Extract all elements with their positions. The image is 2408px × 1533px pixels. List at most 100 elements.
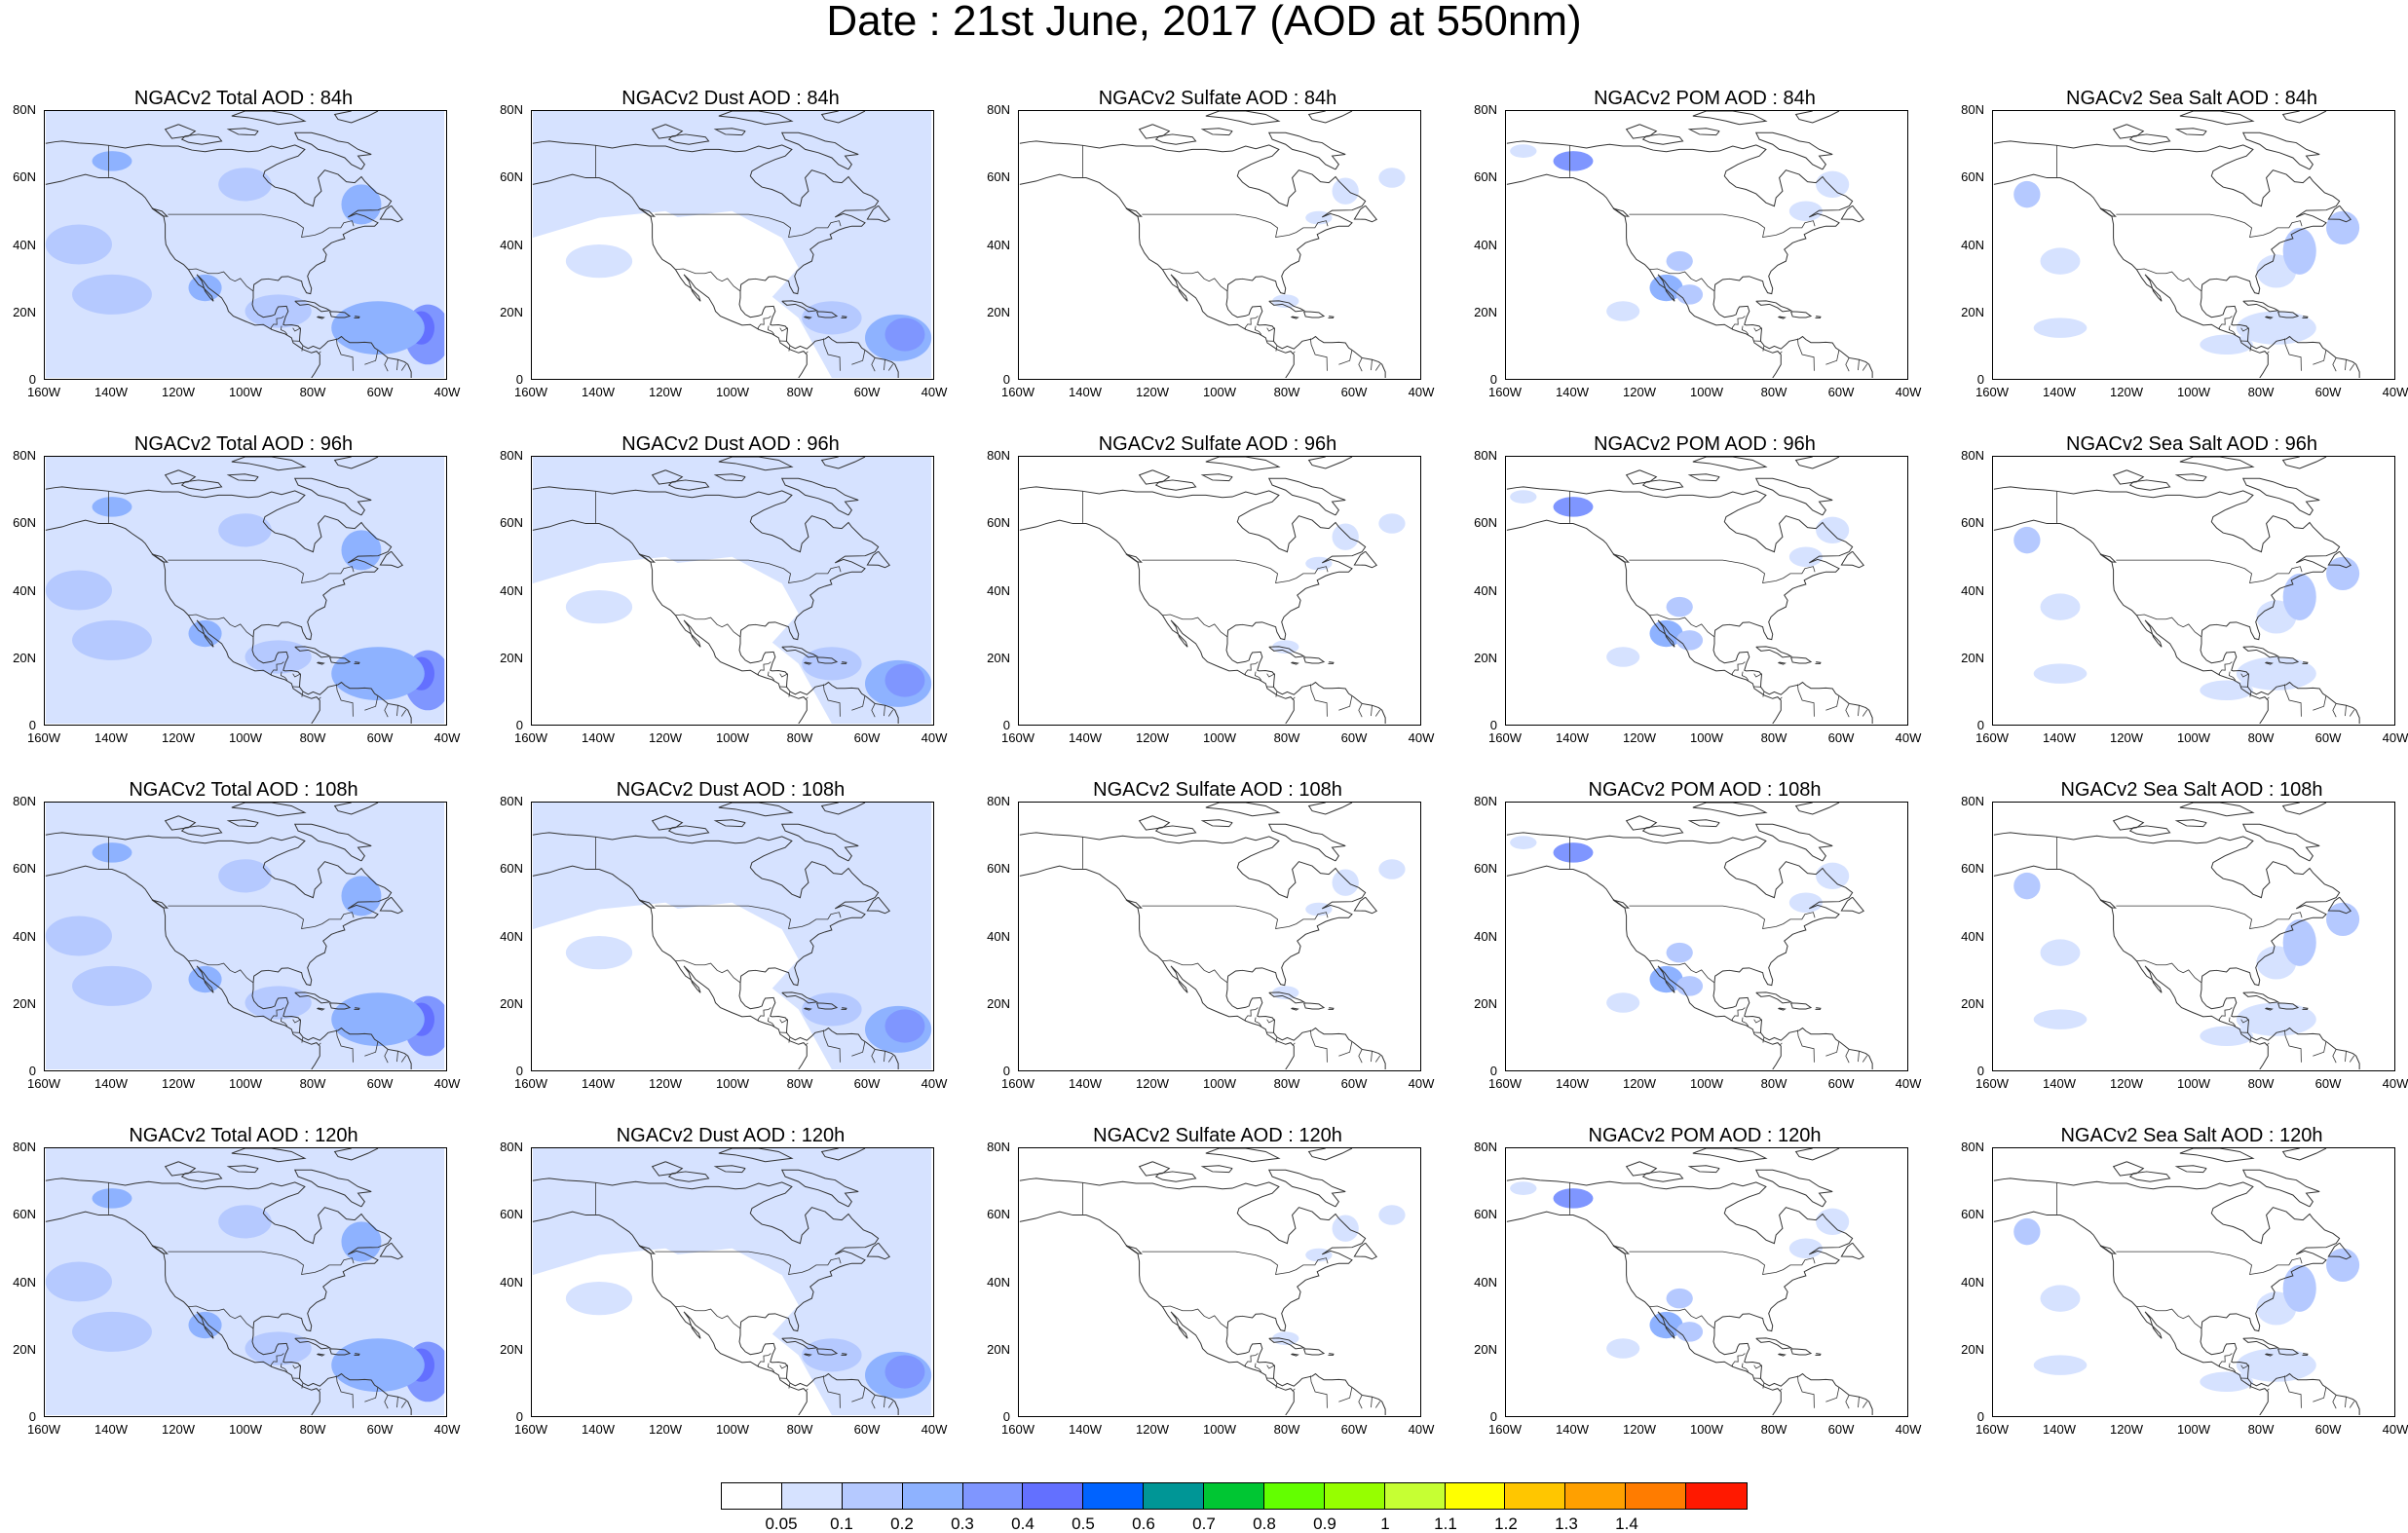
coastline [1796, 457, 1839, 468]
lon-tick-label: 140W [94, 386, 129, 399]
map-frame [1018, 802, 1421, 1071]
lon-tick-label: 100W [715, 1423, 750, 1437]
lat-tick-label: 80N [1961, 449, 1984, 463]
aod-shading-blob [46, 570, 112, 610]
coastline [1613, 554, 1629, 562]
coastline [1627, 125, 1657, 138]
country-border [2345, 705, 2346, 716]
lon-tick-label: 120W [1135, 1077, 1170, 1091]
country-border [1732, 1008, 1745, 1022]
lon-tick-label: 40W [430, 386, 465, 399]
lat-tick-label: 80N [1474, 1140, 1497, 1154]
panel-title: NGACv2 Total AOD : 96h [0, 433, 487, 455]
country-border [1763, 692, 1764, 696]
country-border [2350, 710, 2353, 717]
country-border [1375, 710, 1379, 717]
country-border [1846, 703, 1849, 717]
lat-tick-label: 20N [1474, 306, 1497, 319]
aod-shading-blob [566, 244, 632, 278]
lon-tick-label: 80W [1756, 1077, 1791, 1091]
panel-title: NGACv2 Sulfate AOD : 84h [974, 88, 1461, 109]
lat-tick-label: 60N [500, 862, 523, 876]
panel-title: NGACv2 Sea Salt AOD : 84h [1948, 88, 2408, 109]
lat-tick-label: 80N [987, 1140, 1010, 1154]
lon-tick-label: 40W [1404, 731, 1439, 745]
country-border [1142, 214, 1328, 237]
colorbar-tick-label: 1.1 [1421, 1515, 1470, 1533]
colorbar-swatch [1083, 1483, 1144, 1509]
lon-tick-label: 40W [917, 1077, 952, 1091]
coastline [1292, 317, 1298, 318]
lon-tick-label: 140W [581, 1423, 616, 1437]
colorbar-tick-label: 0.4 [998, 1515, 1047, 1533]
lon-tick-label: 100W [715, 386, 750, 399]
coastline [1140, 1162, 1170, 1176]
lat-tick-label: 20N [13, 652, 36, 665]
country-border [1162, 1306, 1227, 1328]
country-border [1858, 1397, 1859, 1407]
coastline [1613, 900, 1629, 908]
aod-shading-blob [1378, 859, 1405, 879]
colorbar-tick-label: 1.2 [1482, 1515, 1530, 1533]
coastline [2243, 1338, 2278, 1349]
country-border [1267, 328, 1275, 331]
lat-tick-label: 40N [500, 1276, 523, 1290]
country-border [2313, 695, 2326, 710]
lat-tick-label: 40N [1474, 239, 1497, 252]
panel-title: NGACv2 Sea Salt AOD : 96h [1948, 433, 2408, 455]
country-border [1862, 364, 1866, 371]
coastline [2243, 301, 2278, 312]
country-border [1375, 1402, 1379, 1408]
coastline [2243, 1170, 2319, 1207]
country-border [1359, 357, 1362, 371]
lon-tick-label: 160W [1487, 731, 1523, 745]
country-border [2136, 1306, 2201, 1328]
lon-tick-label: 140W [1555, 1077, 1590, 1091]
lon-tick-label: 140W [581, 1077, 616, 1091]
lat-tick-label: 20N [13, 306, 36, 319]
panel-title: NGACv2 Dust AOD : 96h [487, 433, 974, 455]
coastline [2176, 820, 2206, 827]
coastline [2180, 1148, 2253, 1162]
lon-tick-label: 60W [2311, 1423, 2346, 1437]
coastline [1126, 208, 1142, 216]
lon-tick-label: 80W [1756, 731, 1791, 745]
aod-shading-blob [46, 224, 112, 264]
country-border [780, 1365, 788, 1368]
coastline [1304, 1349, 1324, 1355]
coastline [1689, 820, 1719, 827]
country-border [2267, 352, 2269, 354]
colorbar-tick-label: 0.2 [878, 1515, 926, 1533]
aod-shading-blob [72, 275, 152, 315]
lat-tick-label: 80N [500, 1140, 523, 1154]
lon-tick-label: 80W [295, 1077, 330, 1091]
coastline [1689, 129, 1719, 135]
coastline [1791, 1349, 1811, 1355]
coastline [2114, 125, 2144, 138]
aod-shading-blob [2013, 181, 2040, 207]
aod-shading-blob [72, 1312, 152, 1352]
country-border [1754, 328, 1762, 331]
aod-shading-blob [1554, 842, 1594, 863]
aod-shading-blob [341, 1221, 381, 1261]
lat-tick-label: 80N [987, 449, 1010, 463]
coastline [1507, 174, 1782, 378]
aod-shading-blob [1606, 992, 1639, 1013]
aod-shading-blob [46, 916, 112, 955]
country-border [806, 1043, 808, 1045]
aod-shading-blob [2283, 574, 2316, 620]
coastline [1689, 474, 1719, 481]
aod-shading-blob [218, 513, 272, 546]
country-border [758, 1008, 771, 1022]
coastline [1309, 1148, 1352, 1160]
country-border [1245, 1354, 1258, 1367]
country-border [1310, 1030, 1327, 1063]
aod-shading-blob [2200, 1371, 2253, 1392]
country-border [1276, 692, 1277, 696]
